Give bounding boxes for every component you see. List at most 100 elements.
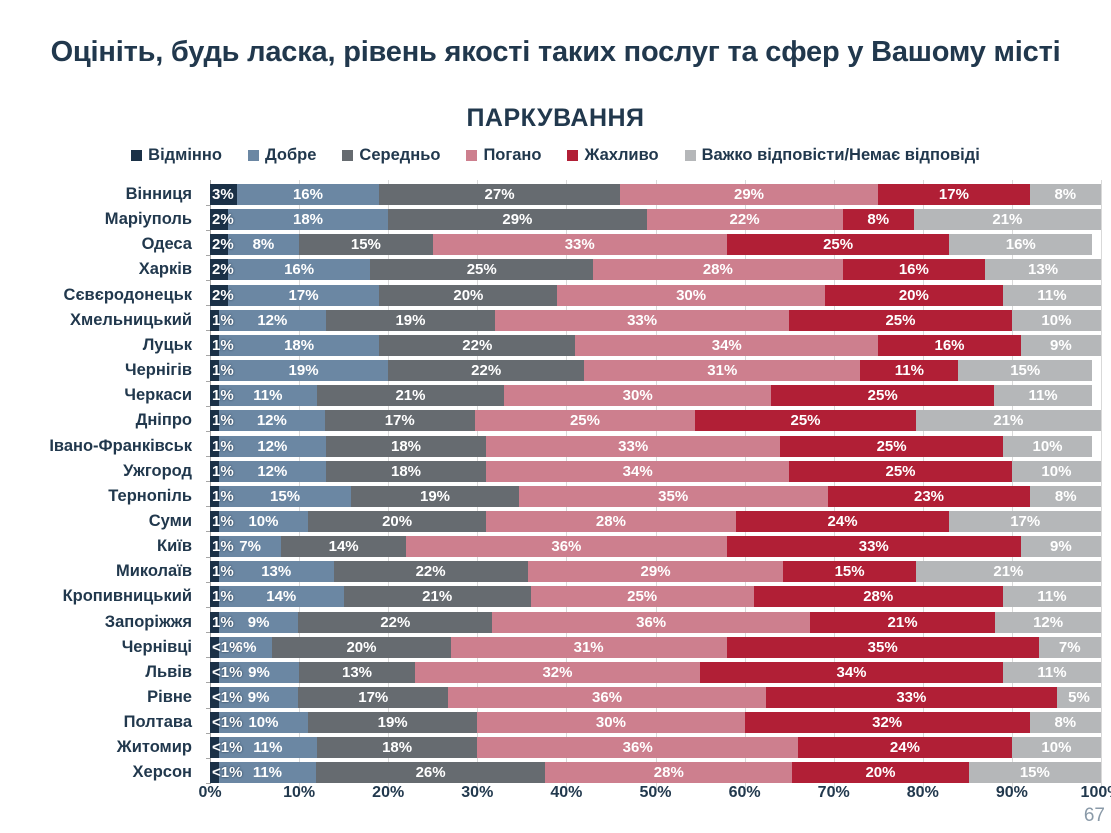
bar-segment-label: 33% (627, 311, 658, 329)
bar-segment-label: 20% (898, 286, 929, 304)
legend-item: Добре (247, 146, 316, 165)
bar-segment: 17% (878, 184, 1030, 205)
bar-segment: 16% (949, 234, 1093, 256)
bar-segment-label: 8% (1054, 186, 1077, 203)
bar-segment-label: 15% (834, 563, 865, 581)
bar-row: <1% 9% 13% 32% 34% 11% (210, 661, 1101, 683)
bar-segment-label: 12% (257, 311, 288, 329)
bar-segment-label: 11% (252, 764, 283, 782)
legend-label: Відмінно (148, 146, 222, 164)
bar-segment: 33% (495, 309, 790, 331)
bar-segment: 15% (783, 561, 916, 583)
bar-segment-label: 21% (992, 211, 1023, 229)
bar-row: <1% 6% 20% 31% 35% 7% (210, 636, 1101, 658)
bar-segment: 17% (949, 510, 1101, 532)
bar-segment: 18% (325, 435, 487, 457)
bar-segment-label: 35% (658, 487, 689, 505)
bar-segment: 1% (210, 536, 234, 558)
bar-row: 1% 11% 21% 30% 25% 11% (210, 385, 1101, 407)
bar-segment-label: 9% (1050, 336, 1072, 354)
y-axis-line (210, 180, 211, 784)
category-label: Тернопіль (108, 486, 192, 505)
category-label: Кропивницький (62, 587, 192, 606)
bar-segment-label: 11% (1028, 387, 1058, 405)
bar-segment: 33% (432, 234, 727, 256)
axis-tick (206, 355, 210, 357)
bar-row: 1% 12% 17% 25% 25% 21% (210, 410, 1102, 432)
bar-segment-label: 36% (636, 613, 667, 631)
bar-segment: 1% (210, 510, 234, 532)
bar-segment-label: 25% (569, 412, 600, 430)
bar-segment: 20% (379, 284, 558, 306)
bar-segment: 2% (210, 209, 234, 231)
bar-segment: 33% (726, 536, 1021, 558)
bar-segment: 24% (735, 510, 950, 532)
bar-segment: 16% (236, 184, 380, 205)
bar-segment: 15% (968, 762, 1102, 784)
bar-row: 1% 12% 18% 33% 25% 10% (210, 435, 1101, 457)
bar-segment: 12% (218, 460, 326, 482)
bar-segment: 1% (210, 334, 234, 356)
bar-segment-label: 29% (502, 211, 533, 229)
chart-title: ПАРКУВАННЯ (466, 104, 645, 132)
bar-segment-label: 17% (384, 412, 415, 430)
legend-item: Середньо (342, 146, 440, 165)
bar-segment: 25% (695, 410, 916, 432)
bar-segment-label: 20% (453, 286, 484, 304)
bar-segment-label: 18% (390, 462, 422, 480)
bar-segment: 11% (218, 385, 317, 407)
bar-segment: 9% (1020, 334, 1101, 356)
category-label: Київ (157, 537, 192, 556)
bar-segment-label: 22% (471, 362, 502, 380)
bar-segment-label: 14% (328, 538, 359, 556)
bar-segment-label: 8% (1054, 714, 1077, 732)
legend-item: Важко відповісти/Немає відповіді (684, 146, 980, 165)
bar-segment: 22% (646, 209, 843, 231)
bar-segment-label: 1% (212, 387, 234, 405)
bar-segment: 26% (315, 762, 546, 784)
axis-tick (206, 229, 210, 231)
category-label: Чернівці (121, 637, 192, 656)
bar-segment: 19% (351, 485, 519, 507)
bar-row: 1% 13% 22% 29% 15% 21% (210, 561, 1101, 583)
bar-segment-label: 33% (858, 538, 889, 556)
bar-segment: 15% (218, 485, 352, 507)
bar-segment: 16% (878, 334, 1021, 356)
bar-segment-label: 1% (212, 512, 234, 530)
category-label: Львів (145, 662, 192, 681)
bar-segment: <1% (210, 661, 242, 683)
bar-segment-label: 17% (288, 286, 319, 304)
bar-segment: 16% (227, 259, 371, 281)
bar-segment: 32% (744, 712, 1030, 734)
bar-segment-label: 25% (885, 311, 916, 329)
bar-row: 1% 12% 19% 33% 25% 10% (210, 309, 1101, 331)
bar-segment-label: 25% (867, 387, 898, 405)
bar-segment-label: 27% (484, 186, 515, 203)
bar-segment-label: 10% (248, 714, 279, 732)
bar-segment-label: <1% (212, 739, 243, 757)
bar-segment: 14% (281, 536, 406, 558)
bar-segment-label: 36% (622, 739, 653, 757)
bar-segment: 29% (527, 561, 784, 583)
bar-row: <1% 11% 26% 28% 20% 15% (210, 762, 1102, 784)
bar-segment-label: 35% (867, 638, 898, 656)
bar-segment-label: 1% (212, 462, 234, 480)
bar-row: 1% 14% 21% 25% 28% 11% (210, 586, 1101, 608)
legend-label: Важко відповісти/Немає відповіді (701, 146, 980, 164)
bar-segment-label: 34% (622, 462, 653, 480)
bar-segment-label: 16% (292, 186, 323, 203)
bar-segment: 28% (753, 586, 1003, 608)
legend-swatch-icon (567, 150, 579, 161)
bar-segment: 20% (308, 510, 487, 532)
category-label: Одеса (141, 235, 192, 254)
bar-segment-label: 14% (266, 588, 297, 606)
x-tick-label: 10% (283, 784, 316, 801)
bar-segment-label: 19% (395, 311, 426, 329)
bar-segment: 33% (765, 687, 1057, 708)
bar-segment-label: 10% (1041, 311, 1072, 329)
bar-segment: 10% (218, 510, 308, 532)
bar-segment: 34% (700, 661, 1003, 683)
x-tick-label: 100% (1080, 784, 1111, 801)
bar-segment-label: 9% (1050, 538, 1072, 556)
axis-tick (206, 405, 210, 407)
